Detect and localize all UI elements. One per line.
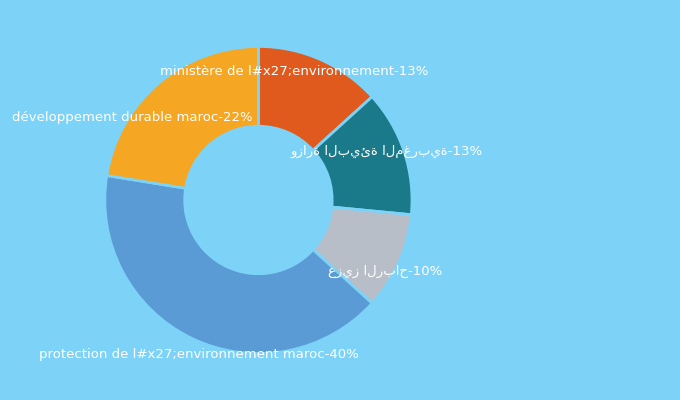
Text: عزيز الرباح-10%: عزيز الرباح-10% — [328, 265, 442, 278]
Wedge shape — [258, 46, 372, 150]
Wedge shape — [107, 46, 258, 188]
Text: développement durable maroc-22%: développement durable maroc-22% — [12, 112, 253, 124]
Text: protection de l#x27;environnement maroc-40%: protection de l#x27;environnement maroc-… — [39, 348, 359, 361]
Wedge shape — [313, 207, 411, 303]
Text: وزارة البيئة المغربية-13%: وزارة البيئة المغربية-13% — [290, 145, 483, 158]
Wedge shape — [105, 176, 372, 354]
Wedge shape — [313, 97, 412, 215]
Text: ministère de l#x27;environnement-13%: ministère de l#x27;environnement-13% — [160, 65, 428, 78]
